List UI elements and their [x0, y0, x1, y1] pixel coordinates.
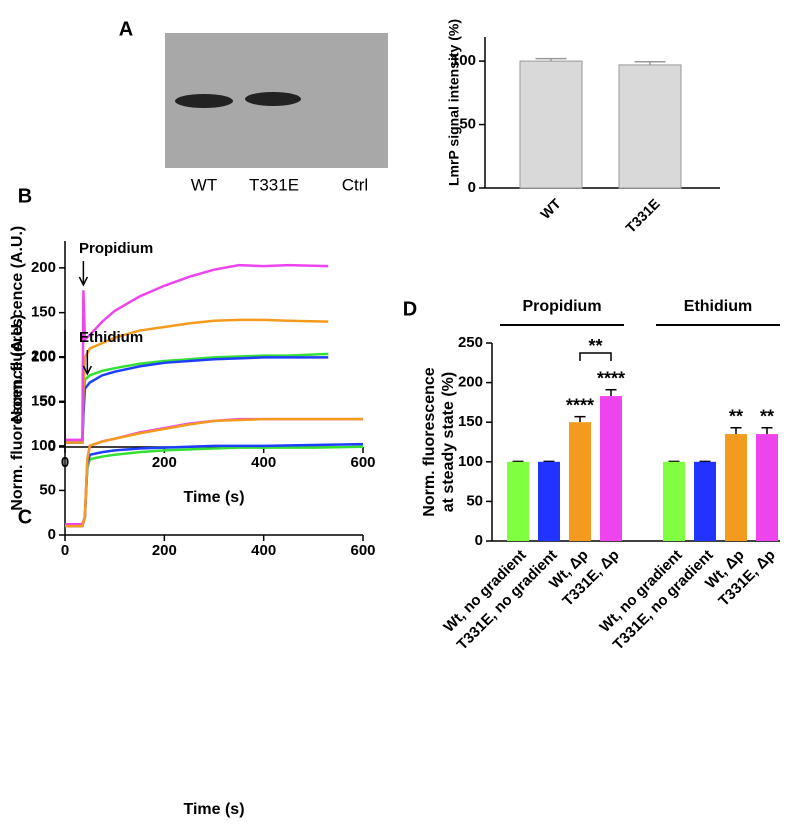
- bar: [618, 64, 682, 189]
- significance: ****: [566, 395, 594, 415]
- y-axis-label: at steady state (%): [440, 372, 457, 513]
- x-axis-label: Time (s): [183, 489, 244, 506]
- blot-band: [175, 94, 233, 108]
- y-tick-label: 150: [31, 392, 56, 409]
- y-tick-label: 0: [48, 438, 56, 455]
- panel-label: D: [403, 298, 417, 320]
- x-axis-label: Time (s): [183, 801, 244, 818]
- bar: [600, 396, 622, 541]
- y-tick-label: 100: [31, 348, 56, 365]
- panel-label: A: [119, 18, 133, 40]
- y-tick-label: 50: [39, 393, 56, 410]
- annotation: Ethidium: [79, 329, 143, 346]
- comparison-bracket: [579, 352, 612, 361]
- y-tick-label: 250: [458, 334, 483, 351]
- x-tick-label: 400: [251, 454, 276, 471]
- annotation: Propidium: [79, 240, 153, 257]
- significance: **: [729, 406, 743, 426]
- group-label: Propidium: [522, 298, 601, 315]
- bar: [519, 60, 583, 189]
- x-tick-label: 600: [350, 454, 375, 471]
- y-tick-label: 100: [451, 52, 476, 69]
- data-line: [65, 417, 363, 528]
- y-axis-label: LmrP signal intensity (%): [446, 19, 462, 186]
- y-tick-label: 150: [458, 413, 483, 430]
- y-tick-label: 0: [48, 526, 56, 543]
- data-line: [65, 445, 364, 526]
- significance: ****: [597, 368, 625, 388]
- y-tick-label: 50: [466, 492, 483, 509]
- significance: **: [760, 406, 774, 426]
- y-tick-label: 0: [475, 532, 483, 549]
- x-tick-label: 600: [350, 542, 375, 559]
- data-line: [65, 263, 329, 442]
- x-tick-label: 200: [152, 454, 177, 471]
- y-tick-label: 50: [459, 116, 476, 133]
- y-axis-label: Norm. fluorescence: [421, 367, 438, 516]
- y-tick-label: 100: [31, 437, 56, 454]
- bar: [725, 434, 747, 541]
- bar: [663, 461, 685, 541]
- x-tick-label: 400: [251, 542, 276, 559]
- x-tick-label: T331E: [622, 195, 662, 235]
- y-tick-label: 200: [458, 374, 483, 391]
- y-tick-label: 0: [468, 179, 476, 196]
- bar: [756, 434, 778, 541]
- annotation-arrowhead: [82, 365, 93, 376]
- y-axis-label: Norm. fluorescence (A.U.): [9, 226, 26, 422]
- y-axis-label: Norm. fluorescence (A.U.): [9, 314, 26, 510]
- x-tick-label: 200: [152, 542, 177, 559]
- panel-label: C: [18, 506, 32, 528]
- y-tick-label: 50: [39, 481, 56, 498]
- bar: [694, 461, 716, 541]
- y-tick-label: 150: [31, 304, 56, 321]
- y-tick-label: 100: [458, 453, 483, 470]
- lane-label: Ctrl: [342, 175, 368, 194]
- blot-band: [245, 92, 301, 106]
- data-line: [65, 352, 329, 444]
- x-tick-label: 0: [61, 542, 69, 559]
- y-tick-label: 200: [31, 348, 56, 365]
- comparison-label: **: [588, 336, 602, 356]
- annotation-arrowhead: [78, 276, 89, 287]
- lane-label: WT: [191, 175, 217, 194]
- bar: [569, 422, 591, 541]
- bar: [538, 461, 560, 541]
- group-label: Ethidium: [684, 298, 752, 315]
- bar: [507, 461, 529, 541]
- panel-label: B: [18, 185, 32, 207]
- lane-label: T331E: [249, 175, 299, 194]
- y-tick-label: 200: [31, 259, 56, 276]
- x-tick-label: WT: [537, 195, 564, 222]
- data-line: [65, 417, 363, 526]
